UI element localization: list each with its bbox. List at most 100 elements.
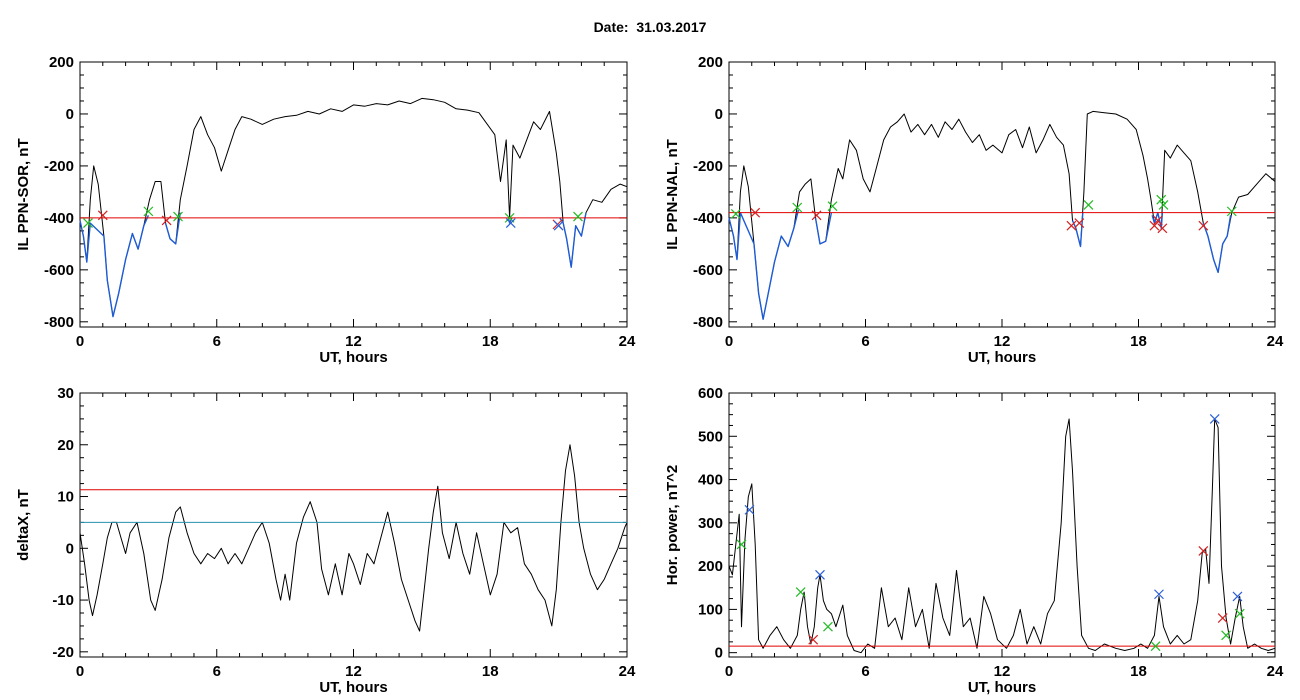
x-tick-label: 6 [861,333,869,350]
marker-stroke [1066,220,1077,231]
marker-stroke [573,211,583,222]
marker-stroke [1152,215,1163,226]
y-tick-label: -400 [693,210,723,227]
plot-frame [728,61,1276,328]
page-title: Date: 31.03.2017 [593,19,707,35]
event-marker-green [83,218,93,229]
event-marker-red [1152,215,1163,226]
marker-stroke [83,218,93,229]
event-marker-red [1157,223,1168,234]
y-tick-label: 500 [698,428,723,445]
y-tick-label: -600 [44,262,74,279]
marker-stroke [1154,589,1164,600]
y-tick-label: -10 [52,592,74,609]
event-marker-red [811,210,822,221]
data-series-line [79,97,628,318]
marker-stroke [730,209,741,219]
marker-stroke [1150,641,1161,652]
x-tick-label: 0 [725,663,733,680]
marker-stroke [811,210,822,221]
event-marker-green [1158,199,1169,210]
y-tick-label: 10 [57,489,74,506]
x-axis-label: UT, hours [968,679,1036,696]
event-marker-green [1150,641,1161,652]
marker-stroke [1232,591,1243,602]
x-tick-label: 6 [213,333,221,350]
x-tick-label: 6 [213,663,221,680]
marker-stroke [795,587,806,598]
event-marker-blue [815,569,825,580]
event-segment-line [79,215,150,318]
y-axis-label: IL PPN-SOR, nT [15,138,32,250]
marker-stroke [143,206,154,217]
x-tick-label: 24 [619,333,636,350]
marker-stroke [1234,608,1245,619]
marker-stroke [736,539,747,550]
y-tick-label: 400 [698,472,723,489]
marker-stroke [97,210,108,221]
x-tick-label: 24 [1267,333,1284,350]
marker-stroke [827,201,838,212]
marker-stroke [1156,194,1167,205]
x-tick-label: 12 [994,333,1011,350]
event-marker-red [161,215,172,226]
x-tick-label: 18 [1130,663,1147,680]
marker-stroke [173,211,183,222]
data-series-line [728,418,1276,654]
marker-stroke [1198,220,1209,231]
event-marker-blue [1154,589,1164,600]
y-axis-label: IL PPN-NAL, nT [664,139,681,250]
event-marker-green [792,202,803,213]
event-segment-line [814,212,833,245]
x-axis-label: UT, hours [319,349,387,366]
event-marker-green [795,587,806,598]
x-tick-label: 0 [76,663,84,680]
marker-stroke [1198,546,1209,556]
event-segment-line [728,209,800,320]
y-tick-label: 30 [57,385,74,402]
marker-stroke [161,215,172,226]
y-tick-label: 20 [57,437,74,454]
event-segment-line [559,212,587,268]
x-axis-label: UT, hours [319,679,387,696]
event-marker-green [173,211,183,222]
event-marker-green [823,621,833,632]
marker-stroke [1149,220,1160,231]
y-tick-label: 200 [698,558,723,575]
event-marker-red [1198,220,1209,231]
event-marker-red [1149,220,1160,231]
marker-stroke [505,218,516,229]
event-marker-red [808,634,819,645]
y-tick-label: -600 [693,262,723,279]
data-series-line [728,110,1276,320]
event-marker-green [143,206,154,217]
marker-stroke [553,220,564,231]
event-marker-green [1226,206,1237,217]
event-marker-green [827,201,838,212]
event-marker-green [1083,199,1094,210]
marker-stroke [1209,414,1220,424]
chart-panel-4: 0 6 12 18 24 0 100 200 300 400 500 600 UT, hours Hor.… [664,385,1284,696]
y-tick-label: 200 [49,54,74,71]
event-marker-blue [505,218,516,229]
marker-stroke [792,202,803,213]
event-marker-red [1074,218,1085,229]
event-marker-green [736,539,747,550]
y-tick-label: -400 [44,210,74,227]
marker-stroke [504,212,515,223]
y-tick-label: 0 [715,645,723,662]
x-tick-label: 12 [345,663,362,680]
event-marker-green [573,211,583,222]
event-segment-line [1071,212,1084,248]
event-marker-green [1221,630,1232,641]
event-marker-red [1066,220,1077,231]
event-marker-blue [1209,414,1220,424]
marker-stroke [1158,199,1169,210]
x-tick-label: 12 [345,333,362,350]
event-marker-green [1156,194,1167,205]
y-tick-label: -200 [44,158,74,175]
y-tick-label: 0 [66,106,74,123]
y-tick-label: 100 [698,601,723,618]
x-tick-label: 18 [482,333,499,350]
